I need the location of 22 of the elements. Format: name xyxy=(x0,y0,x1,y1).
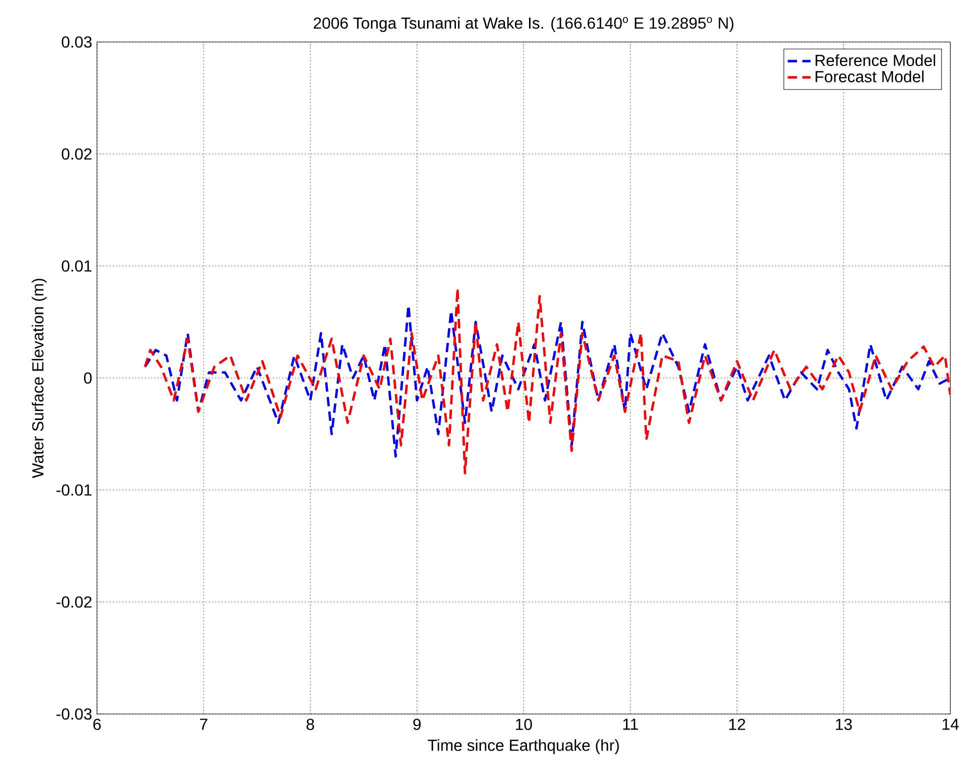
x-tick-label: 6 xyxy=(93,718,101,730)
x-tick-label: 14 xyxy=(942,718,959,730)
x-tick-label: 11 xyxy=(623,718,638,730)
x-tick-label: 9 xyxy=(413,718,421,730)
x-tick-label: 10 xyxy=(516,718,532,730)
x-axis-title: Time since Earthquake (hr) xyxy=(428,739,619,754)
x-tick-label: 12 xyxy=(729,718,746,730)
y-tick-label: -0.02 xyxy=(56,596,92,608)
x-tick-label: 7 xyxy=(200,718,208,730)
legend-label: Forecast Model xyxy=(816,70,924,82)
y-tick-label: -0.03 xyxy=(56,708,92,720)
legend-label: Reference Model xyxy=(816,54,936,66)
x-tick-label: 13 xyxy=(836,718,852,730)
x-tick-label: 8 xyxy=(306,718,314,730)
y-tick-label: 0.01 xyxy=(62,260,92,272)
y-tick-label: 0 xyxy=(84,372,92,384)
chart-title: 2006 Tonga Tsunami at Wake Is. (166.6140$^{o}$ E 19.2895$^{o}$ N) xyxy=(314,17,734,32)
line-series xyxy=(144,287,950,474)
y-tick-label: 0.03 xyxy=(62,36,92,48)
y-axis-title: Water Surface Elevation (m) xyxy=(32,278,47,478)
y-tick-label: 0.02 xyxy=(62,148,92,160)
y-tick-label: -0.01 xyxy=(56,484,92,496)
